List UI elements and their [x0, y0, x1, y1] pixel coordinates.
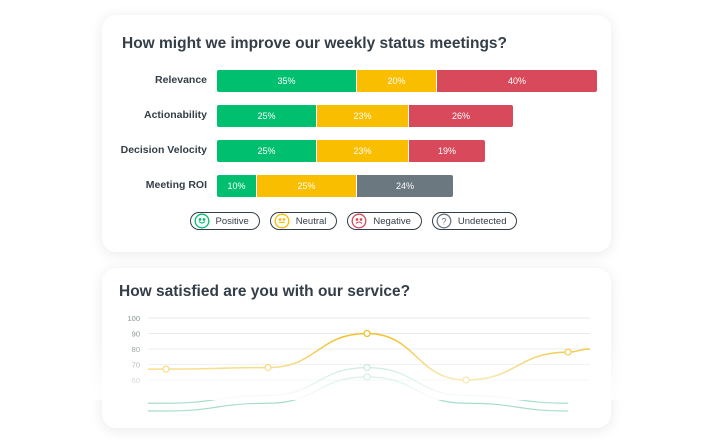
bar-segment-neutral[interactable]: 20%: [357, 70, 437, 92]
legend-item-positive[interactable]: Positive: [189, 212, 260, 230]
frown-icon: [351, 213, 367, 229]
legend-item-undetected[interactable]: ? Undetected: [431, 212, 518, 230]
bar-segment-positive[interactable]: 25%: [217, 140, 317, 162]
category-label: Decision Velocity: [120, 144, 207, 156]
y-tick-label: 60: [132, 376, 140, 385]
chart-title: How satisfied are you with our service?: [119, 283, 411, 300]
series-line: [148, 376, 569, 412]
chart-title: How might we improve our weekly status m…: [122, 35, 508, 52]
y-tick-label: 100: [127, 314, 140, 323]
line-chart: 100 90 80 70 60: [127, 314, 591, 412]
stacked-bar: 25% 23% 26%: [217, 105, 513, 127]
series-line: [148, 332, 591, 381]
bar-segment-negative[interactable]: 40%: [437, 70, 597, 92]
category-label: Relevance: [155, 74, 207, 86]
bar-segment-negative[interactable]: 26%: [409, 105, 513, 127]
stacked-bar: 35% 20% 40%: [217, 70, 597, 92]
bar-segment-positive[interactable]: 10%: [217, 175, 257, 197]
bar-segment-undetected[interactable]: 24%: [357, 175, 453, 197]
data-point[interactable]: [462, 376, 470, 384]
question-icon: ?: [436, 213, 452, 229]
category-label: Actionability: [143, 109, 207, 121]
legend-label: Positive: [215, 215, 249, 227]
data-point[interactable]: [162, 365, 170, 373]
bar-segment-positive[interactable]: 35%: [217, 70, 357, 92]
data-point[interactable]: [363, 363, 371, 372]
legend: Positive Neutral Negative? Undetected: [102, 212, 611, 230]
smile-icon: [194, 213, 209, 229]
meeting-improvement-card: How might we improve our weekly status m…: [102, 15, 611, 252]
data-point[interactable]: [363, 329, 371, 338]
legend-label: Undetected: [457, 215, 507, 227]
legend-item-negative[interactable]: Negative: [347, 212, 422, 230]
stacked-bar: 10% 25% 24%: [217, 175, 453, 197]
bar-segment-neutral[interactable]: 23%: [317, 105, 409, 127]
neutral-face-icon: [274, 213, 290, 229]
svg-text:?: ?: [441, 217, 446, 227]
legend-label: Neutral: [295, 215, 327, 227]
bar-segment-neutral[interactable]: 23%: [317, 140, 409, 162]
y-tick-label: 90: [132, 330, 140, 339]
legend-label: Negative: [373, 215, 411, 227]
y-tick-label: 70: [132, 361, 140, 370]
data-point[interactable]: [564, 348, 572, 356]
y-tick-label: 80: [132, 345, 140, 354]
bar-segment-positive[interactable]: 25%: [217, 105, 317, 127]
data-point[interactable]: [264, 363, 272, 372]
satisfaction-card: How satisfied are you with our service? …: [102, 268, 611, 428]
bar-segment-negative[interactable]: 19%: [409, 140, 485, 162]
bar-segment-neutral[interactable]: 25%: [257, 175, 357, 197]
legend-item-neutral[interactable]: Neutral: [269, 212, 338, 230]
category-label: Meeting ROI: [145, 179, 207, 191]
data-point[interactable]: [363, 373, 371, 381]
stacked-bar: 25% 23% 19%: [217, 140, 485, 162]
